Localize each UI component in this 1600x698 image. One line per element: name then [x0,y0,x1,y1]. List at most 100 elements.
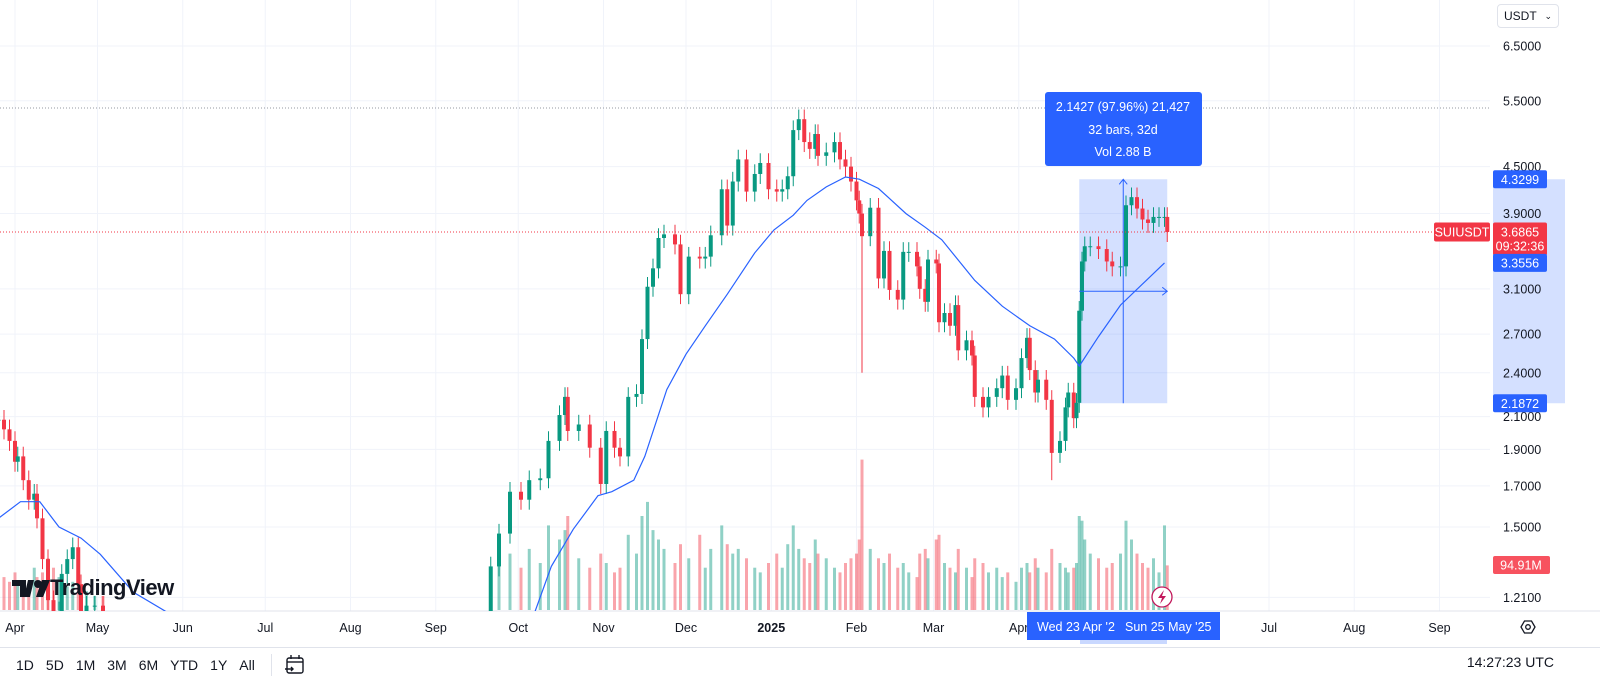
volume-bar [970,577,974,610]
candle [519,482,523,510]
price-chart[interactable]: 6.50005.50004.50003.90003.10002.70002.40… [0,0,1600,646]
volume-bar [1014,581,1018,610]
timeframe-1m[interactable]: 1M [75,657,96,673]
candle [497,523,501,577]
volume-bar [1163,525,1166,610]
volume-bar [1119,553,1122,610]
candle [15,446,20,472]
svg-text:3.3556: 3.3556 [1501,256,1539,270]
candle-body [65,559,70,574]
volume-bar [1097,558,1100,610]
volume-bar [1130,539,1133,610]
tradingview-logo[interactable]: TradingView [12,575,174,601]
volume-bar [646,501,649,610]
goto-date-calendar-icon[interactable] [284,654,306,676]
candle-body [785,176,790,190]
candle-body [497,533,501,567]
candle [1146,209,1150,233]
candle-body [860,213,864,237]
candle [1019,348,1024,399]
volume-bar [599,553,603,610]
settings-icon[interactable] [1520,620,1536,634]
volume-bar [52,567,55,610]
volume-bar [1152,558,1155,610]
candle [791,120,796,187]
candle-body [46,559,50,601]
candle-body [1129,197,1134,206]
time-tick-label: Aug [339,621,361,635]
time-axis[interactable]: Apr May Jun Jul Aug Sep Oct Nov Dec 2025 Feb Mar Apr… [5,621,1450,635]
candle [824,142,829,166]
measure-low-label: 2.1872 [1493,394,1547,413]
volume-bar [725,544,729,610]
candle [953,295,958,336]
candle-body [35,493,39,519]
measure-tooltip: 2.1427 (97.96%) 21,427 32 bars, 32d Vol … [1045,92,1202,166]
candle-body [854,181,859,201]
candle-body [651,268,655,287]
candle [986,387,991,418]
currency-select[interactable]: USDT ⌄ [1497,4,1559,28]
volume-bar [1141,563,1144,610]
candle [651,258,655,297]
candle [744,149,749,202]
candle [895,280,900,310]
volume-bar [687,558,691,610]
volume-bar [1033,558,1037,610]
candle-body [1080,261,1084,311]
timeframe-5d[interactable]: 5D [45,657,64,673]
candle [46,549,50,611]
timeframe-ytd[interactable]: YTD [170,657,199,673]
timeframe-all[interactable]: All [239,657,255,673]
candle-body [1140,208,1145,220]
candle [76,537,81,595]
lightning-icon[interactable] [1151,586,1173,608]
candle-body [849,166,853,182]
volume-bar [981,563,985,610]
candle-body [21,456,26,481]
candle [915,242,919,277]
candle-body [508,491,512,534]
time-tick-label: Jun [173,621,193,635]
candle-body [802,119,807,143]
candle-body [816,134,820,156]
clock-timezone[interactable]: 14:27:23 UTC [1466,654,1554,670]
candle-body [101,605,105,611]
svg-text:SUIUSDT: SUIUSDT [1435,226,1490,240]
volume-bar [860,459,864,610]
timeframe-6m[interactable]: 6M [138,657,159,673]
volume-bar [855,553,858,610]
candle [816,124,820,166]
candle [686,246,691,305]
timeframe-1d[interactable]: 1D [16,657,34,673]
price-axis[interactable]: 6.50005.50004.50003.90003.10002.70002.40… [1503,40,1541,605]
candle-body [1014,388,1018,400]
volume-bar [497,558,501,610]
toolbar-divider [270,654,272,676]
candle [1104,239,1109,272]
candle [1080,251,1084,321]
candle-body [766,162,771,190]
candle [618,438,622,467]
candle [937,253,941,333]
volume-bar [775,553,779,610]
volume-bar [1000,577,1004,610]
volume-bar [786,544,790,610]
timeframe-1y[interactable]: 1Y [210,657,228,673]
candle-body [2,419,6,430]
volume-bar [844,563,847,610]
volume-bar [1135,553,1139,610]
volume-bar [1072,567,1076,610]
time-tick-label: Apr [5,621,24,635]
candle [538,468,543,491]
volume-bar [731,553,735,610]
price-tick-label: 3.9000 [1503,207,1541,221]
candle-body [736,159,741,182]
candle-body [1005,375,1010,400]
candle [58,601,60,611]
timeframe-3m[interactable]: 3M [107,657,127,673]
volume-bar [698,534,702,610]
candle-body [656,237,661,269]
time-tick-label: Oct [509,621,529,635]
volume-bar [1064,567,1067,610]
